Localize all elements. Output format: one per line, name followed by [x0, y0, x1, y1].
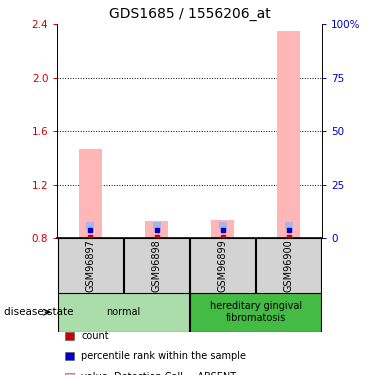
Bar — [256, 238, 321, 292]
Bar — [79, 148, 102, 238]
Bar — [211, 220, 234, 238]
Bar — [58, 292, 189, 332]
Bar — [219, 222, 227, 229]
Text: hereditary gingival
fibromatosis: hereditary gingival fibromatosis — [210, 302, 302, 323]
Bar — [124, 238, 189, 292]
Bar — [145, 221, 168, 238]
Title: GDS1685 / 1556206_at: GDS1685 / 1556206_at — [109, 7, 270, 21]
Bar — [190, 238, 255, 292]
Bar — [87, 222, 94, 229]
Text: GSM96897: GSM96897 — [85, 239, 95, 292]
Text: value, Detection Call = ABSENT: value, Detection Call = ABSENT — [81, 372, 236, 375]
Bar — [285, 222, 293, 229]
Text: percentile rank within the sample: percentile rank within the sample — [81, 351, 246, 361]
Text: GSM96900: GSM96900 — [284, 239, 294, 292]
Text: disease state: disease state — [4, 307, 73, 317]
Text: count: count — [81, 331, 109, 340]
Text: GSM96899: GSM96899 — [218, 239, 228, 292]
Bar — [152, 222, 161, 229]
Bar — [277, 31, 300, 238]
Text: normal: normal — [106, 307, 141, 317]
Bar — [58, 238, 123, 292]
Text: GSM96898: GSM96898 — [152, 239, 162, 292]
Bar — [190, 292, 321, 332]
